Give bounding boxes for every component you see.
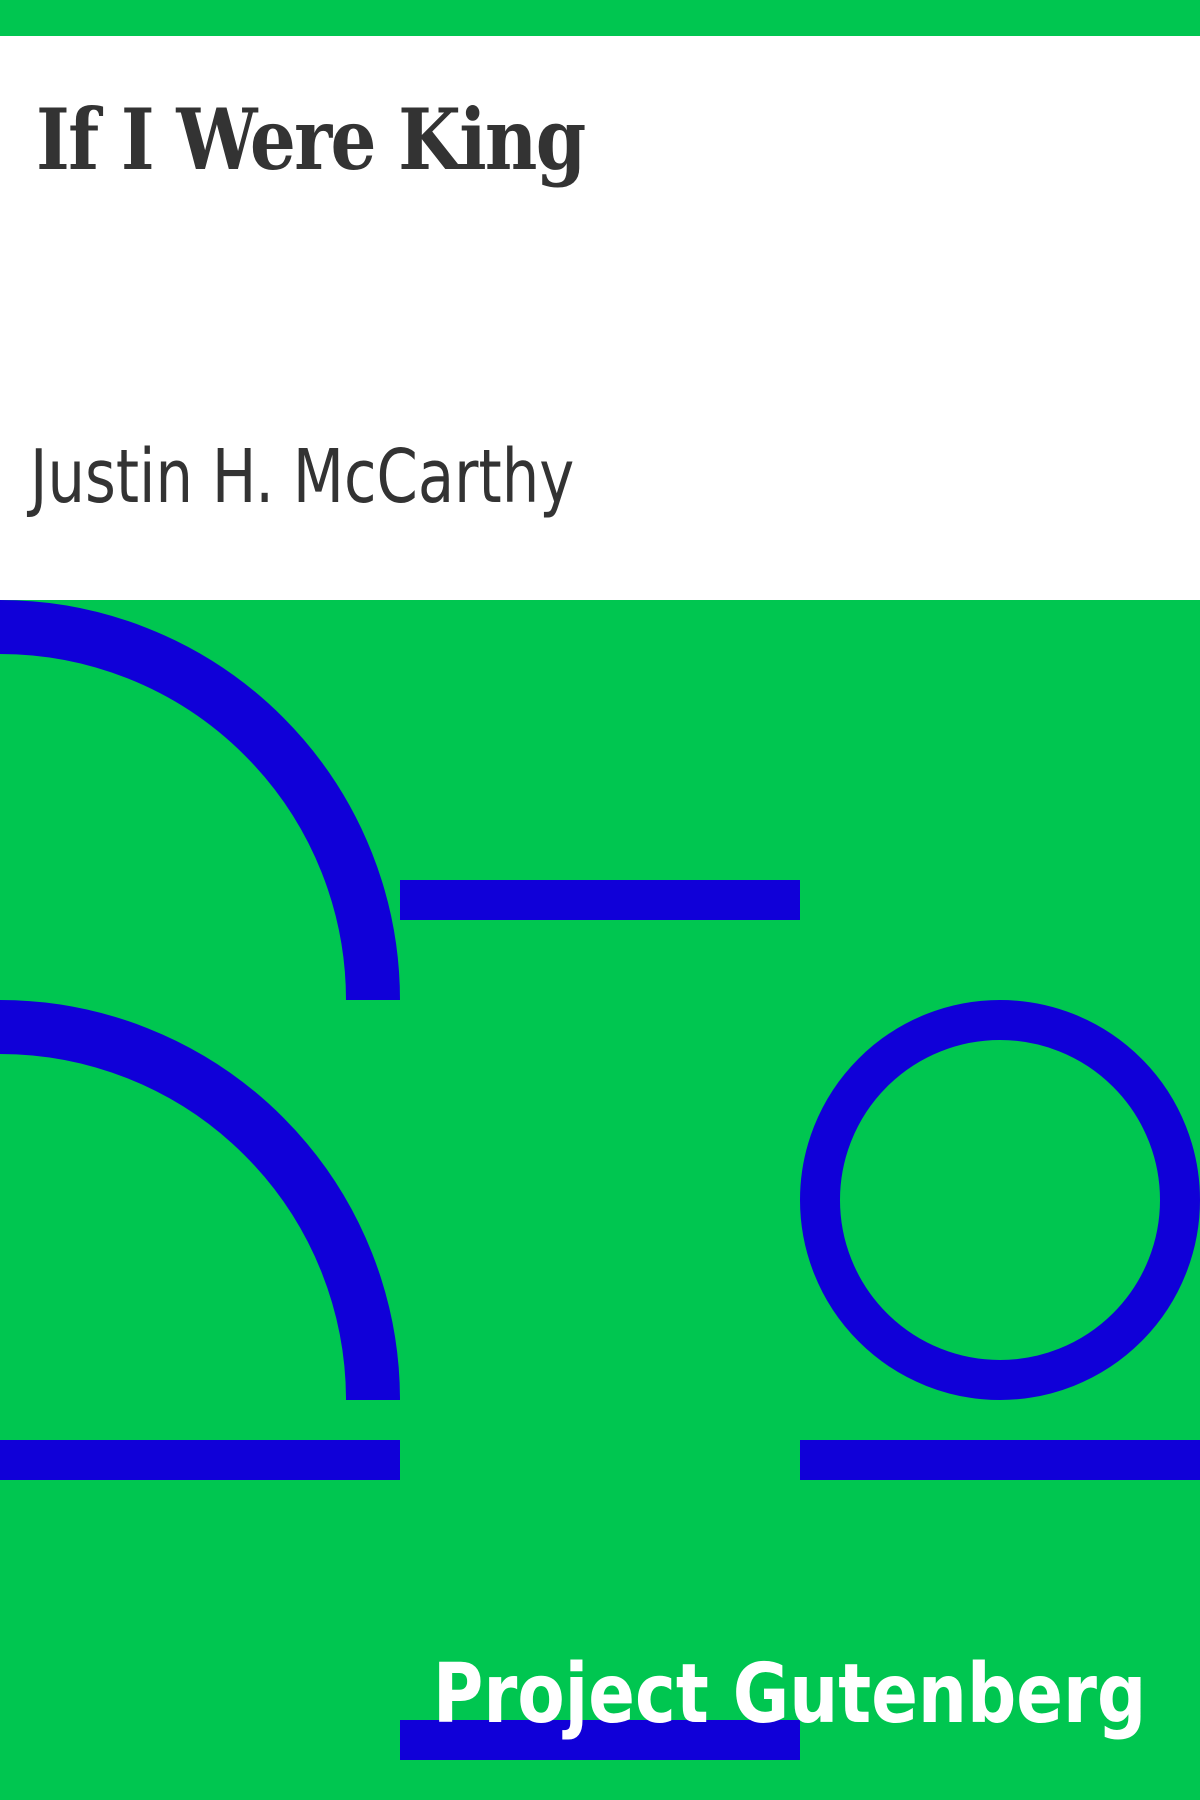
lower-right-bar-shape <box>800 1440 1200 1480</box>
cover-art-panel: Project Gutenberg <box>0 600 1200 1800</box>
upper-quarter-arc-shape <box>0 600 400 1001</box>
bottom-bar-shape <box>400 1720 800 1760</box>
upper-bar-shape <box>400 880 800 920</box>
book-title: If I Were King <box>36 90 586 189</box>
book-author: Justin H. McCarthy <box>30 434 575 520</box>
title-block: If I Were King Justin H. McCarthy <box>0 36 1200 600</box>
top-color-strip <box>0 0 1200 36</box>
lower-quarter-arc-shape <box>0 1000 400 1401</box>
ring-shape <box>800 1000 1200 1400</box>
lower-left-bar-shape <box>0 1440 400 1480</box>
publisher-name: Project Gutenberg <box>432 1647 1146 1742</box>
cover-art <box>0 600 1200 1760</box>
